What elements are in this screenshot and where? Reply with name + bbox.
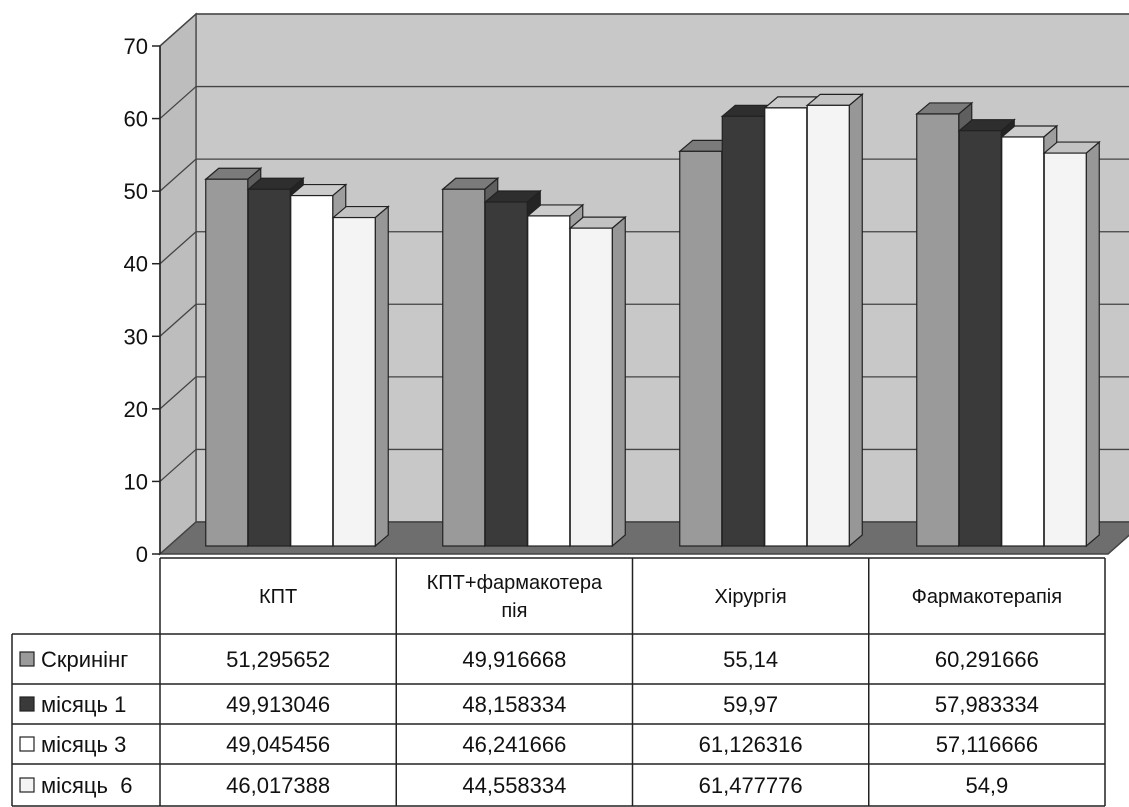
gridline-side (159, 86, 197, 120)
gridline-side (159, 448, 197, 482)
gridline-side (159, 376, 197, 410)
data-label: 60,291666 (935, 647, 1039, 672)
bar-front (721, 115, 765, 547)
data-label: 54,9 (965, 773, 1008, 798)
bar (1042, 140, 1101, 548)
y-tick-label: 50 (124, 179, 148, 204)
gridline-side (159, 158, 197, 192)
data-label: 49,916668 (462, 647, 566, 672)
side-wall (159, 12, 197, 556)
legend-key (19, 736, 35, 752)
bar (805, 93, 864, 548)
data-label: 48,158334 (462, 692, 566, 717)
data-label: 49,045456 (226, 732, 330, 757)
series-name: місяць 6 (41, 773, 132, 798)
bars (204, 93, 1101, 548)
legend-key (19, 696, 35, 712)
bar-front (569, 227, 613, 547)
category-label: Фармакотерапія (912, 586, 1062, 608)
bar-front (442, 188, 486, 547)
data-label: 57,983334 (935, 692, 1039, 717)
data-label: 57,116666 (936, 732, 1038, 757)
bar-front (679, 150, 723, 547)
bar (568, 215, 627, 548)
bar-front (1043, 152, 1087, 547)
bar-side (848, 93, 863, 548)
series-name: місяць 1 (41, 692, 126, 717)
bar-front (332, 216, 376, 547)
data-label: 61,126316 (699, 732, 803, 757)
data-label: 55,14 (723, 647, 778, 672)
gridline-side (159, 303, 197, 337)
category-label: Хірургія (715, 586, 787, 608)
bar-front (916, 113, 960, 547)
y-tick-label: 10 (124, 469, 148, 494)
bar-side (1085, 140, 1100, 548)
data-label: 46,017388 (226, 773, 330, 798)
y-tick-label: 20 (124, 397, 148, 422)
data-table: КПТ КПТ+фармакотера пія Хірургія Фармакотера… (11, 557, 1106, 807)
category-label: КПТ+фармакотера (427, 572, 603, 594)
bar-front (290, 194, 334, 547)
category-label: КПТ (259, 586, 297, 608)
floor (158, 521, 1129, 555)
bar-side (611, 215, 626, 548)
bar-side (374, 205, 389, 548)
bar-front (1001, 136, 1045, 547)
gridline-side (159, 13, 197, 47)
bar-front (247, 188, 291, 547)
data-label: 49,913046 (226, 692, 330, 717)
data-label: 59,97 (723, 692, 778, 717)
y-tick-label: 0 (136, 542, 148, 567)
bar (331, 205, 390, 548)
data-label: 51,295652 (226, 647, 330, 672)
bar-front (958, 130, 1002, 547)
y-tick-label: 30 (124, 324, 148, 349)
y-axis: 0 10 20 30 40 50 60 70 (124, 34, 161, 567)
y-tick-label: 40 (124, 252, 148, 277)
y-tick-label: 70 (124, 34, 148, 59)
series-name: місяць 3 (41, 732, 126, 757)
legend-key (19, 651, 35, 667)
gridline-side (159, 231, 197, 265)
y-tick-label: 60 (124, 107, 148, 132)
data-label: 46,241666 (462, 732, 566, 757)
bar-front (806, 104, 850, 547)
bar-front (205, 178, 249, 547)
bar-front (764, 107, 808, 547)
data-label: 44,558334 (462, 773, 566, 798)
series-name: Скринінг (41, 647, 128, 672)
bar-front (484, 201, 528, 547)
data-label: 61,477776 (699, 773, 803, 798)
bar-front (527, 215, 571, 547)
legend-key (19, 777, 35, 793)
category-label: пія (501, 600, 527, 622)
